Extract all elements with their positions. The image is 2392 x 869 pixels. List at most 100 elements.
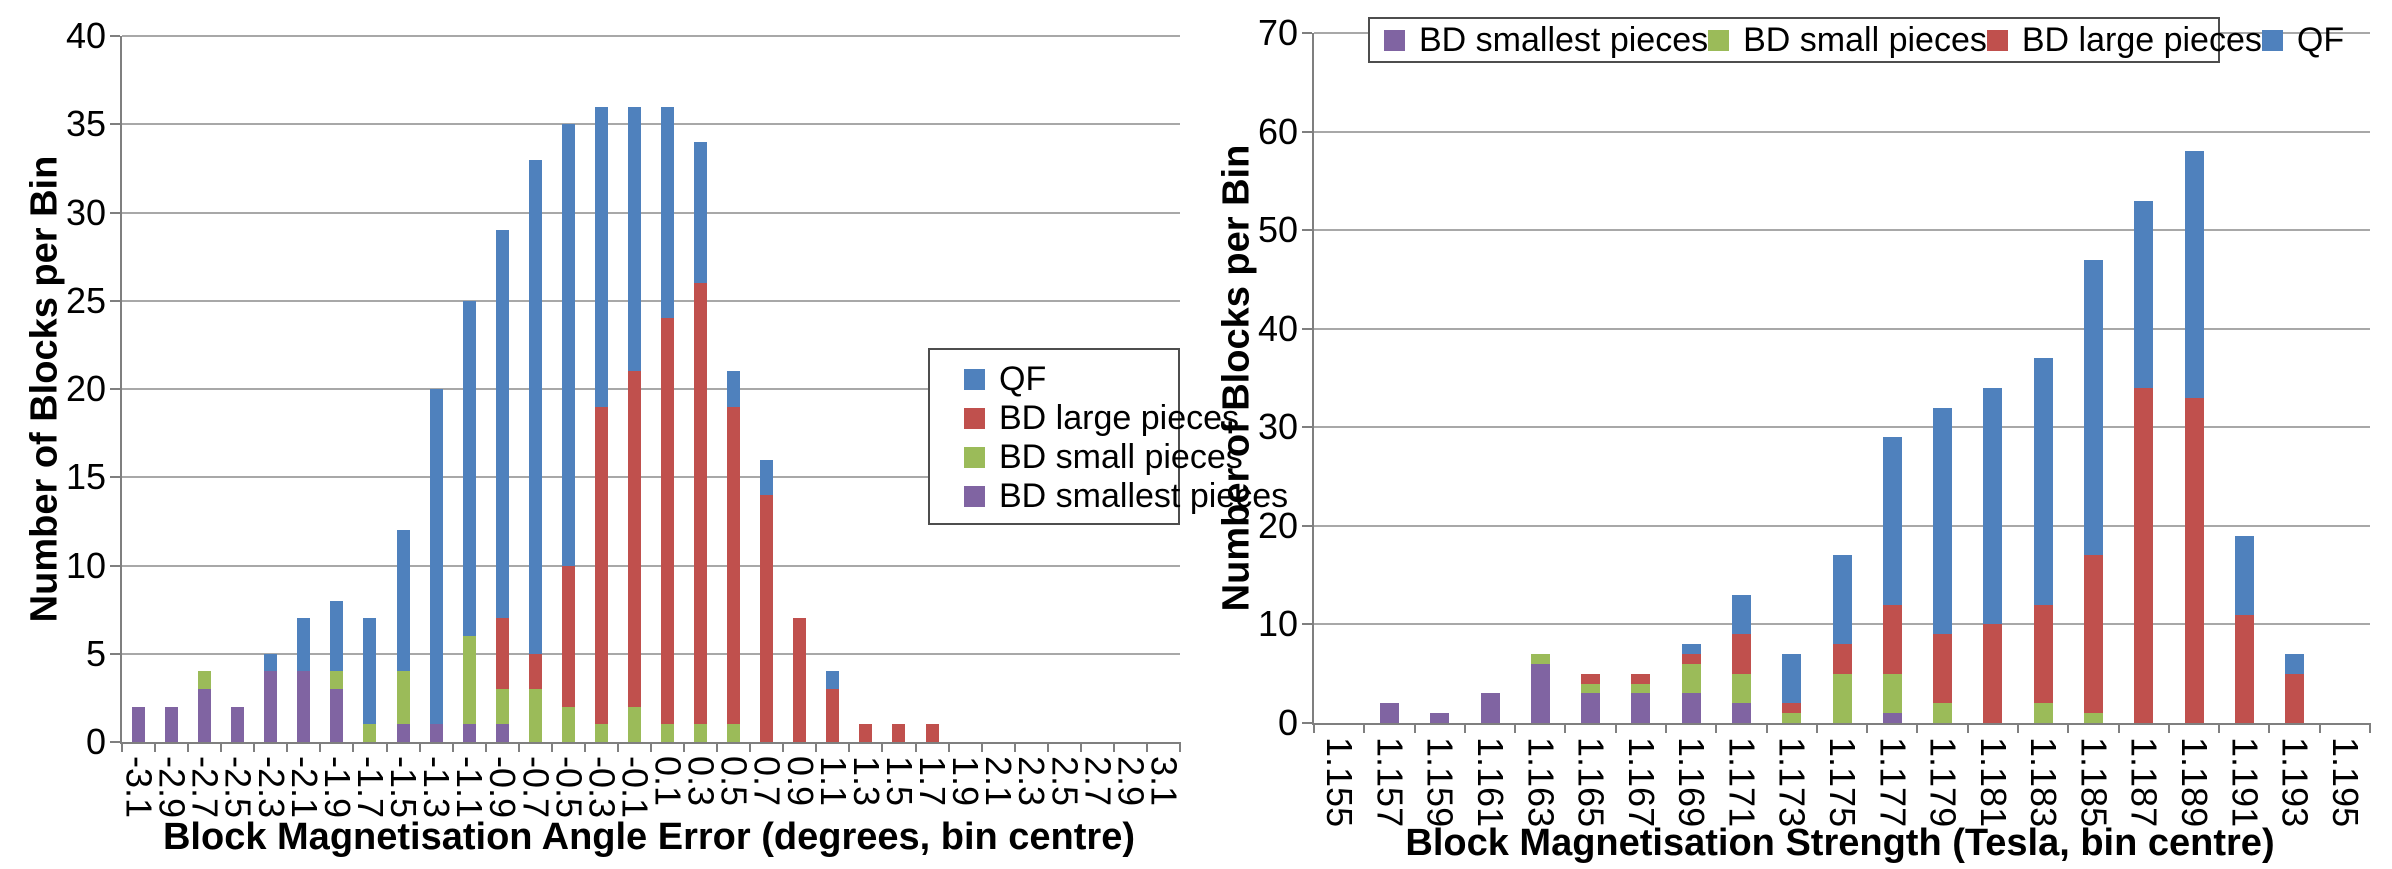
bar-segment (1983, 387, 2003, 625)
bar-segment (1379, 703, 1399, 723)
bar-segment (561, 706, 575, 742)
left-legend: QF BD large pieces BD small pieces BD small… (928, 348, 1288, 525)
bar-segment (495, 618, 509, 690)
x-axis-tick-label: 3.1 (1143, 756, 1185, 807)
x-axis-tick-label: -1.9 (316, 756, 358, 819)
x-axis-tick (1715, 723, 1718, 733)
bar-segment (2184, 151, 2204, 398)
x-axis-tick (286, 742, 289, 752)
x-axis-tick-label: -2.7 (184, 756, 226, 819)
y-axis-tick-label: 40 (65, 15, 106, 56)
x-axis-tick-label: -2.1 (283, 756, 325, 819)
x-axis-tick-label: 1.5 (878, 756, 920, 807)
x-axis-tick (1013, 742, 1016, 752)
y-axis-tick (110, 741, 120, 743)
right-x-axis-title: Block Magnetisation Strength (Tesla, bin… (1405, 822, 2275, 864)
x-axis-tick-label: 1.173 (1771, 737, 1813, 828)
bar-segment (727, 724, 741, 742)
gridline (122, 35, 1180, 37)
legend-item: BD large pieces (1986, 21, 2262, 60)
x-axis-tick (616, 742, 619, 752)
bar-segment (2083, 555, 2103, 714)
x-axis-tick-label: 1.157 (1369, 737, 1411, 828)
gridline (1314, 426, 2370, 429)
x-axis-tick (2268, 723, 2271, 733)
gridline (122, 564, 1180, 567)
bar-segment (627, 371, 641, 707)
x-axis-tick-label: -0.5 (548, 756, 590, 819)
y-axis-tick-label: 60 (1257, 110, 1298, 152)
gridline (1314, 229, 2370, 232)
y-axis-tick-label: 50 (1257, 209, 1298, 251)
x-axis-tick-label: -1.1 (449, 756, 491, 819)
x-axis-tick-label: 2.1 (978, 756, 1020, 807)
right-y-axis-title: Number of Blocks per Bin (1215, 144, 1258, 612)
x-axis-tick (2369, 723, 2371, 733)
x-axis-tick (385, 742, 388, 752)
legend-label: BD large pieces (999, 399, 1240, 437)
bar-segment (1581, 673, 1601, 684)
x-axis-tick-label: -1.7 (349, 756, 391, 819)
legend-item: BD smallest pieces (1384, 21, 1708, 60)
y-axis-tick (1302, 426, 1312, 429)
x-axis-tick (1363, 723, 1366, 733)
x-axis-tick (848, 742, 851, 752)
bar-segment (1631, 673, 1651, 684)
x-axis-tick-label: 1.9 (945, 756, 987, 807)
legend-item: QF (2261, 21, 2344, 60)
x-axis-tick (1463, 723, 1466, 733)
x-axis-tick-label: 2.7 (1077, 756, 1119, 807)
x-axis-tick (716, 742, 719, 752)
y-axis-tick (1302, 524, 1312, 527)
bar-segment (826, 671, 840, 690)
x-axis-tick (1665, 723, 1667, 733)
y-axis-tick (1302, 327, 1312, 330)
bar-segment (1731, 703, 1751, 723)
bar-segment (727, 406, 741, 725)
x-axis-tick (1413, 723, 1416, 733)
bar-segment (1681, 663, 1701, 694)
bar-segment (727, 371, 741, 407)
x-axis-tick-label: -1.5 (383, 756, 425, 819)
bar-segment (1731, 673, 1751, 704)
bar-segment (396, 671, 410, 725)
bar-segment (330, 600, 344, 672)
x-axis-tick-label: -3.1 (118, 756, 160, 819)
x-axis-tick-label: 1.167 (1620, 737, 1662, 828)
x-axis-tick (1765, 723, 1768, 733)
bar-segment (561, 565, 575, 707)
bar-segment (661, 318, 675, 725)
x-axis-tick-label: 1.183 (2023, 737, 2065, 828)
bar-segment (760, 494, 774, 742)
x-axis-tick-label: 1.169 (1671, 737, 1713, 828)
bar-segment (826, 689, 840, 742)
bar-segment (2083, 259, 2103, 556)
bar-segment (462, 636, 476, 725)
x-axis-tick (1079, 742, 1082, 752)
x-axis-tick (947, 742, 950, 752)
bar-segment (694, 283, 708, 725)
x-axis-tick-label: 1.171 (1721, 737, 1763, 828)
x-axis-tick (1514, 723, 1517, 733)
bar-segment (429, 724, 443, 742)
y-axis-tick-label: 10 (1257, 603, 1298, 645)
bar-segment (1882, 604, 1902, 674)
y-axis-tick-label: 30 (1257, 406, 1298, 448)
bar-segment (198, 671, 212, 690)
x-axis-tick (2017, 723, 2019, 733)
bar-segment (1983, 624, 2003, 723)
bar-segment (594, 106, 608, 407)
gridline (1314, 524, 2370, 527)
x-axis-tick (683, 742, 686, 752)
legend-label: QF (999, 360, 1047, 398)
legend-swatch-icon (2261, 29, 2283, 51)
legend-swatch-icon (1384, 29, 1405, 51)
x-axis-tick (881, 742, 884, 752)
bar-segment (330, 671, 344, 690)
y-axis-tick (110, 388, 120, 390)
y-axis-tick (110, 35, 120, 37)
bar-segment (1480, 693, 1500, 723)
bar-segment (1782, 703, 1802, 714)
y-axis-tick (1302, 229, 1312, 232)
x-axis-tick (2117, 723, 2120, 733)
